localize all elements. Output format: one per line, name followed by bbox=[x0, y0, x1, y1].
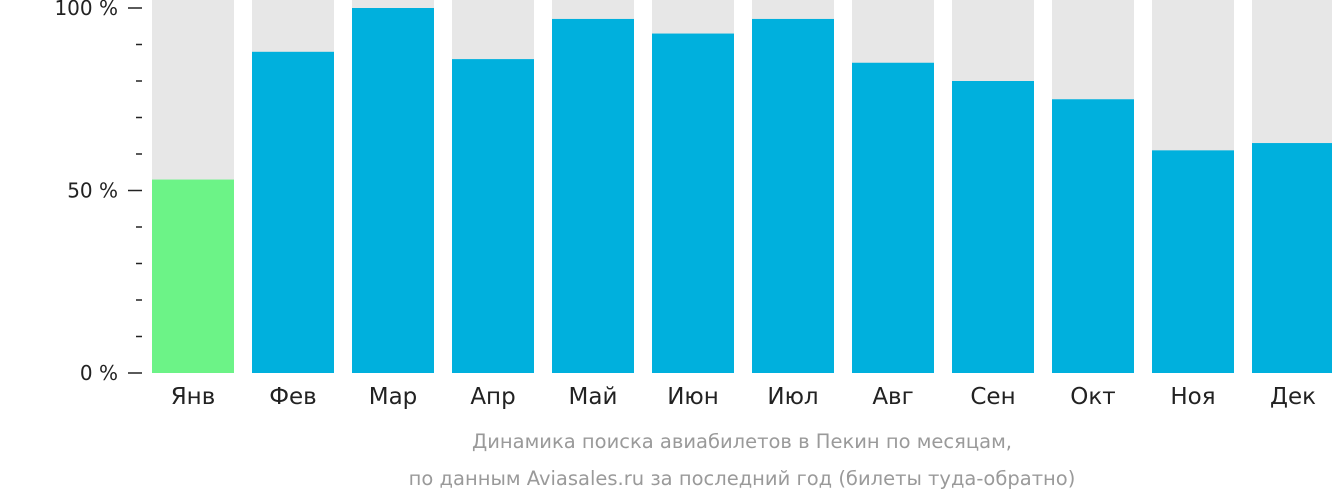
x-tick-label: Окт bbox=[1070, 384, 1115, 410]
bar-Июл bbox=[752, 18, 834, 373]
bar-Дек bbox=[1252, 143, 1332, 373]
bar-Ноя bbox=[1152, 150, 1234, 373]
x-axis-labels: Янв Фев Мар Апр Май Июн Июл Авг Сен Окт Ноя Дек bbox=[171, 384, 1316, 410]
x-tick-label: Авг bbox=[872, 384, 913, 410]
x-tick-label: Сен bbox=[970, 384, 1015, 410]
y-tick-label: 0 % bbox=[80, 361, 118, 385]
x-tick-label: Ноя bbox=[1170, 384, 1215, 410]
x-tick-label: Июн bbox=[667, 384, 719, 410]
bar-chart: 0 % 50 % 100 % Янв Фев Мар Апр Май Июн Июл Авг Сен… bbox=[54, 0, 1332, 410]
data-bars bbox=[152, 8, 1332, 374]
bar-Окт bbox=[1052, 99, 1134, 373]
x-tick-label: Апр bbox=[470, 384, 515, 410]
bar-Фев bbox=[252, 51, 334, 374]
bar-Авг bbox=[852, 62, 934, 373]
x-tick-label: Июл bbox=[767, 384, 818, 410]
bar-Сен bbox=[952, 81, 1034, 373]
x-tick-label: Май bbox=[569, 384, 618, 410]
x-tick-label: Дек bbox=[1270, 384, 1316, 410]
bar-Апр bbox=[452, 59, 534, 373]
x-tick-label: Янв bbox=[171, 384, 216, 410]
chart-subtitle: по данным Aviasales.ru за последний год … bbox=[408, 467, 1076, 490]
bar-Янв bbox=[152, 179, 234, 373]
y-tick-label: 100 % bbox=[54, 0, 118, 20]
x-tick-label: Мар bbox=[369, 384, 418, 410]
bar-Мар bbox=[352, 8, 434, 373]
x-tick-label: Фев bbox=[269, 384, 317, 410]
bar-Июн bbox=[652, 33, 734, 374]
y-tick-label: 50 % bbox=[67, 179, 118, 203]
chart-title: Динамика поиска авиабилетов в Пекин по м… bbox=[471, 430, 1013, 453]
y-axis: 0 % 50 % 100 % bbox=[54, 0, 142, 385]
bar-Май bbox=[552, 18, 634, 373]
